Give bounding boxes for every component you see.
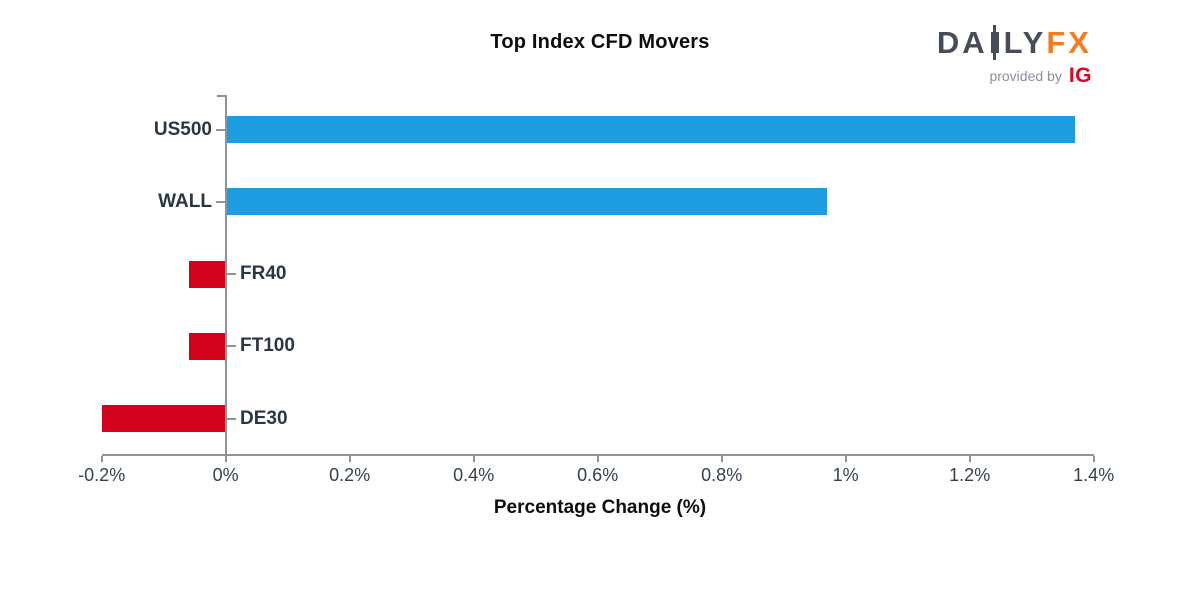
candlestick-icon [990,25,999,60]
logo-text-ly: LY [1003,25,1047,60]
x-tick-label-0.2%: 0.2% [329,465,371,485]
x-tick-label-0%: 0% [212,465,239,485]
category-label-fr40: FR40 [240,263,287,284]
category-label-ft100: FT100 [240,335,295,357]
category-label-wall: WALL [158,190,212,212]
bar-de30 [101,405,226,432]
x-axis-line [101,454,1094,456]
x-tick-label-0.8%: 0.8% [701,465,743,485]
x-tick-label-1.4%: 1.4% [1073,465,1115,485]
x-tick-1.4% [1092,456,1095,462]
category-tick-ft100 [227,345,236,348]
x-tick-label-0.6%: 0.6% [577,465,619,485]
category-label-de30: DE30 [240,407,288,429]
x-axis-label: Percentage Change (%) [493,497,707,518]
logo-text-fx: FX [1046,25,1092,60]
dailyfx-wordmark: DA LY FX [936,25,1092,60]
chart-title: Top Index CFD Movers [490,31,710,53]
y-axis-line [224,95,227,462]
ig-logo: IG [1068,64,1092,87]
logo-provided-by: provided by IG [937,64,1092,88]
y-axis-top-tick [216,95,226,97]
x-tick-label-1.2%: 1.2% [949,465,991,485]
logo-text-da: DA [936,25,988,60]
x-tick-0.8% [720,456,723,462]
x-tick-0.6% [596,456,599,462]
category-tick-de30 [227,417,236,420]
category-label-us500: US500 [153,118,212,140]
category-tick-wall [216,200,225,203]
x-tick-0.2% [348,456,351,462]
x-tick--0.2% [100,456,103,462]
x-tick-1% [844,456,847,462]
candlestick-body [990,32,999,53]
x-tick-label-1%: 1% [832,465,859,485]
category-tick-fr40 [227,273,236,275]
bar-ft100 [188,332,226,360]
provided-by-text: provided by [989,68,1062,84]
x-tick-label--0.2%: -0.2% [78,465,126,485]
category-tick-us500 [216,128,225,131]
x-tick-label-0.4%: 0.4% [453,465,495,485]
bar-fr40 [188,260,226,288]
x-tick-0% [224,456,227,462]
bar-wall [225,188,828,216]
x-tick-0.4% [472,456,475,462]
bar-us500 [225,116,1076,143]
dailyfx-logo: DA LY FX provided by IG [936,25,1092,88]
x-tick-1.2% [968,456,971,462]
